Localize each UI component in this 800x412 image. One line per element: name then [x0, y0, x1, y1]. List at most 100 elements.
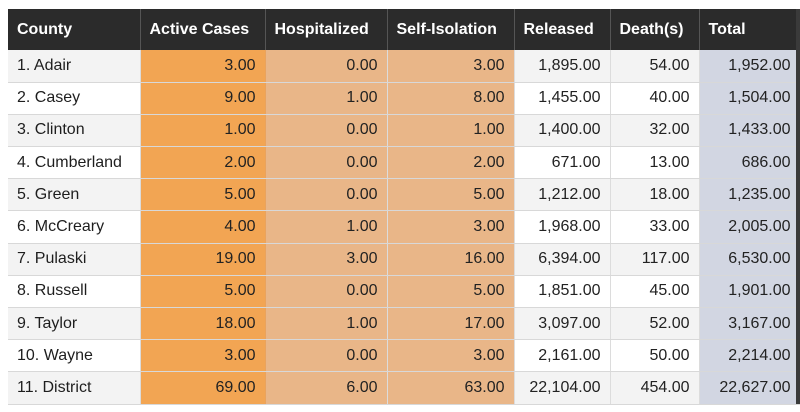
cell-county: 9. Taylor — [8, 307, 141, 341]
cell-self-isolation: 3.00 — [387, 339, 515, 373]
cell-total: 22,627.00 — [699, 371, 800, 405]
cell-deaths: 45.00 — [610, 275, 700, 309]
cell-hospitalized: 1.00 — [265, 82, 388, 115]
table-row: 4. Cumberland 2.00 0.00 2.00 671.00 13.00 686.… — [8, 146, 800, 180]
column-header-deaths[interactable]: Death(s) — [610, 9, 700, 50]
cell-self-isolation: 2.00 — [387, 146, 515, 180]
cell-active-cases: 1.00 — [140, 114, 266, 148]
cell-active-cases: 3.00 — [140, 339, 266, 373]
cell-total: 3,167.00 — [699, 307, 800, 341]
cell-county: 2. Casey — [8, 82, 141, 115]
cell-active-cases: 5.00 — [140, 178, 266, 212]
cell-hospitalized: 0.00 — [265, 275, 388, 309]
cell-released: 1,212.00 — [514, 178, 611, 212]
cell-deaths: 13.00 — [610, 146, 700, 180]
table-row: 6. McCreary 4.00 1.00 3.00 1,968.00 33.00 2,00… — [8, 210, 800, 244]
cell-county: 1. Adair — [8, 50, 141, 83]
table-row: 8. Russell 5.00 0.00 5.00 1,851.00 45.00 1,901… — [8, 275, 800, 309]
cell-total: 1,504.00 — [699, 82, 800, 115]
cell-deaths: 32.00 — [610, 114, 700, 148]
cell-county: 4. Cumberland — [8, 146, 141, 180]
table-row: 2. Casey 9.00 1.00 8.00 1,455.00 40.00 1,504.0… — [8, 82, 800, 115]
table-row: 1. Adair 3.00 0.00 3.00 1,895.00 54.00 1,952.0… — [8, 50, 800, 83]
cell-active-cases: 5.00 — [140, 275, 266, 309]
cell-hospitalized: 0.00 — [265, 146, 388, 180]
cell-released: 3,097.00 — [514, 307, 611, 341]
cell-released: 2,161.00 — [514, 339, 611, 373]
cell-total: 1,901.00 — [699, 275, 800, 309]
cell-hospitalized: 1.00 — [265, 210, 388, 244]
cell-county: 3. Clinton — [8, 114, 141, 148]
cell-county: 5. Green — [8, 178, 141, 212]
column-header-released[interactable]: Released — [514, 9, 611, 50]
cell-deaths: 54.00 — [610, 50, 700, 83]
column-header-active-cases[interactable]: Active Cases — [140, 9, 266, 50]
cell-total: 2,005.00 — [699, 210, 800, 244]
cell-released: 6,394.00 — [514, 243, 611, 276]
cell-active-cases: 3.00 — [140, 50, 266, 83]
column-header-self-isolation[interactable]: Self-Isolation — [387, 9, 515, 50]
cell-released: 1,455.00 — [514, 82, 611, 115]
table-row: 9. Taylor 18.00 1.00 17.00 3,097.00 52.00 3,16… — [8, 307, 800, 341]
cell-active-cases: 9.00 — [140, 82, 266, 115]
cell-hospitalized: 0.00 — [265, 50, 388, 83]
column-header-hospitalized[interactable]: Hospitalized — [265, 9, 388, 50]
cell-self-isolation: 5.00 — [387, 178, 515, 212]
cell-deaths: 50.00 — [610, 339, 700, 373]
cell-active-cases: 2.00 — [140, 146, 266, 180]
cell-county: 10. Wayne — [8, 339, 141, 373]
cell-active-cases: 4.00 — [140, 210, 266, 244]
cell-deaths: 33.00 — [610, 210, 700, 244]
cell-deaths: 40.00 — [610, 82, 700, 115]
cell-total: 1,235.00 — [699, 178, 800, 212]
cell-self-isolation: 3.00 — [387, 50, 515, 83]
cell-self-isolation: 1.00 — [387, 114, 515, 148]
cell-deaths: 117.00 — [610, 243, 700, 276]
cell-deaths: 454.00 — [610, 371, 700, 405]
table-body: 1. Adair 3.00 0.00 3.00 1,895.00 54.00 1,952.0… — [8, 50, 800, 405]
cell-released: 1,895.00 — [514, 50, 611, 83]
cell-self-isolation: 8.00 — [387, 82, 515, 115]
cell-total: 2,214.00 — [699, 339, 800, 373]
cell-hospitalized: 6.00 — [265, 371, 388, 405]
cell-self-isolation: 3.00 — [387, 210, 515, 244]
cell-hospitalized: 0.00 — [265, 178, 388, 212]
table-row: 7. Pulaski 19.00 3.00 16.00 6,394.00 117.00 6,… — [8, 243, 800, 276]
cell-self-isolation: 63.00 — [387, 371, 515, 405]
cell-total: 1,433.00 — [699, 114, 800, 148]
cell-total: 6,530.00 — [699, 243, 800, 276]
header-row: County Active Cases Hospitalized Self-Is… — [8, 9, 800, 50]
cell-total: 1,952.00 — [699, 50, 800, 83]
county-cases-table: County Active Cases Hospitalized Self-Is… — [8, 9, 800, 405]
cell-county: 8. Russell — [8, 275, 141, 309]
covid-county-table-container: County Active Cases Hospitalized Self-Is… — [8, 9, 800, 405]
cell-active-cases: 19.00 — [140, 243, 266, 276]
cell-self-isolation: 17.00 — [387, 307, 515, 341]
cell-county: 11. District — [8, 371, 141, 405]
cell-hospitalized: 0.00 — [265, 114, 388, 148]
column-header-total[interactable]: Total — [699, 9, 800, 50]
cell-released: 1,851.00 — [514, 275, 611, 309]
column-header-county[interactable]: County — [8, 9, 141, 50]
table-row: 11. District 69.00 6.00 63.00 22,104.00 454.0… — [8, 371, 800, 405]
table-row: 10. Wayne 3.00 0.00 3.00 2,161.00 50.00 2,214.… — [8, 339, 800, 373]
cell-hospitalized: 1.00 — [265, 307, 388, 341]
table-row: 3. Clinton 1.00 0.00 1.00 1,400.00 32.00 1,433… — [8, 114, 800, 148]
cell-county: 6. McCreary — [8, 210, 141, 244]
cell-county: 7. Pulaski — [8, 243, 141, 276]
cell-active-cases: 18.00 — [140, 307, 266, 341]
table-row: 5. Green 5.00 0.00 5.00 1,212.00 18.00 1,235.0… — [8, 178, 800, 212]
table-right-edge — [796, 9, 800, 404]
cell-total: 686.00 — [699, 146, 800, 180]
cell-deaths: 52.00 — [610, 307, 700, 341]
cell-active-cases: 69.00 — [140, 371, 266, 405]
cell-released: 1,968.00 — [514, 210, 611, 244]
cell-released: 1,400.00 — [514, 114, 611, 148]
cell-released: 671.00 — [514, 146, 611, 180]
cell-released: 22,104.00 — [514, 371, 611, 405]
cell-deaths: 18.00 — [610, 178, 700, 212]
cell-self-isolation: 5.00 — [387, 275, 515, 309]
cell-hospitalized: 3.00 — [265, 243, 388, 276]
cell-self-isolation: 16.00 — [387, 243, 515, 276]
cell-hospitalized: 0.00 — [265, 339, 388, 373]
